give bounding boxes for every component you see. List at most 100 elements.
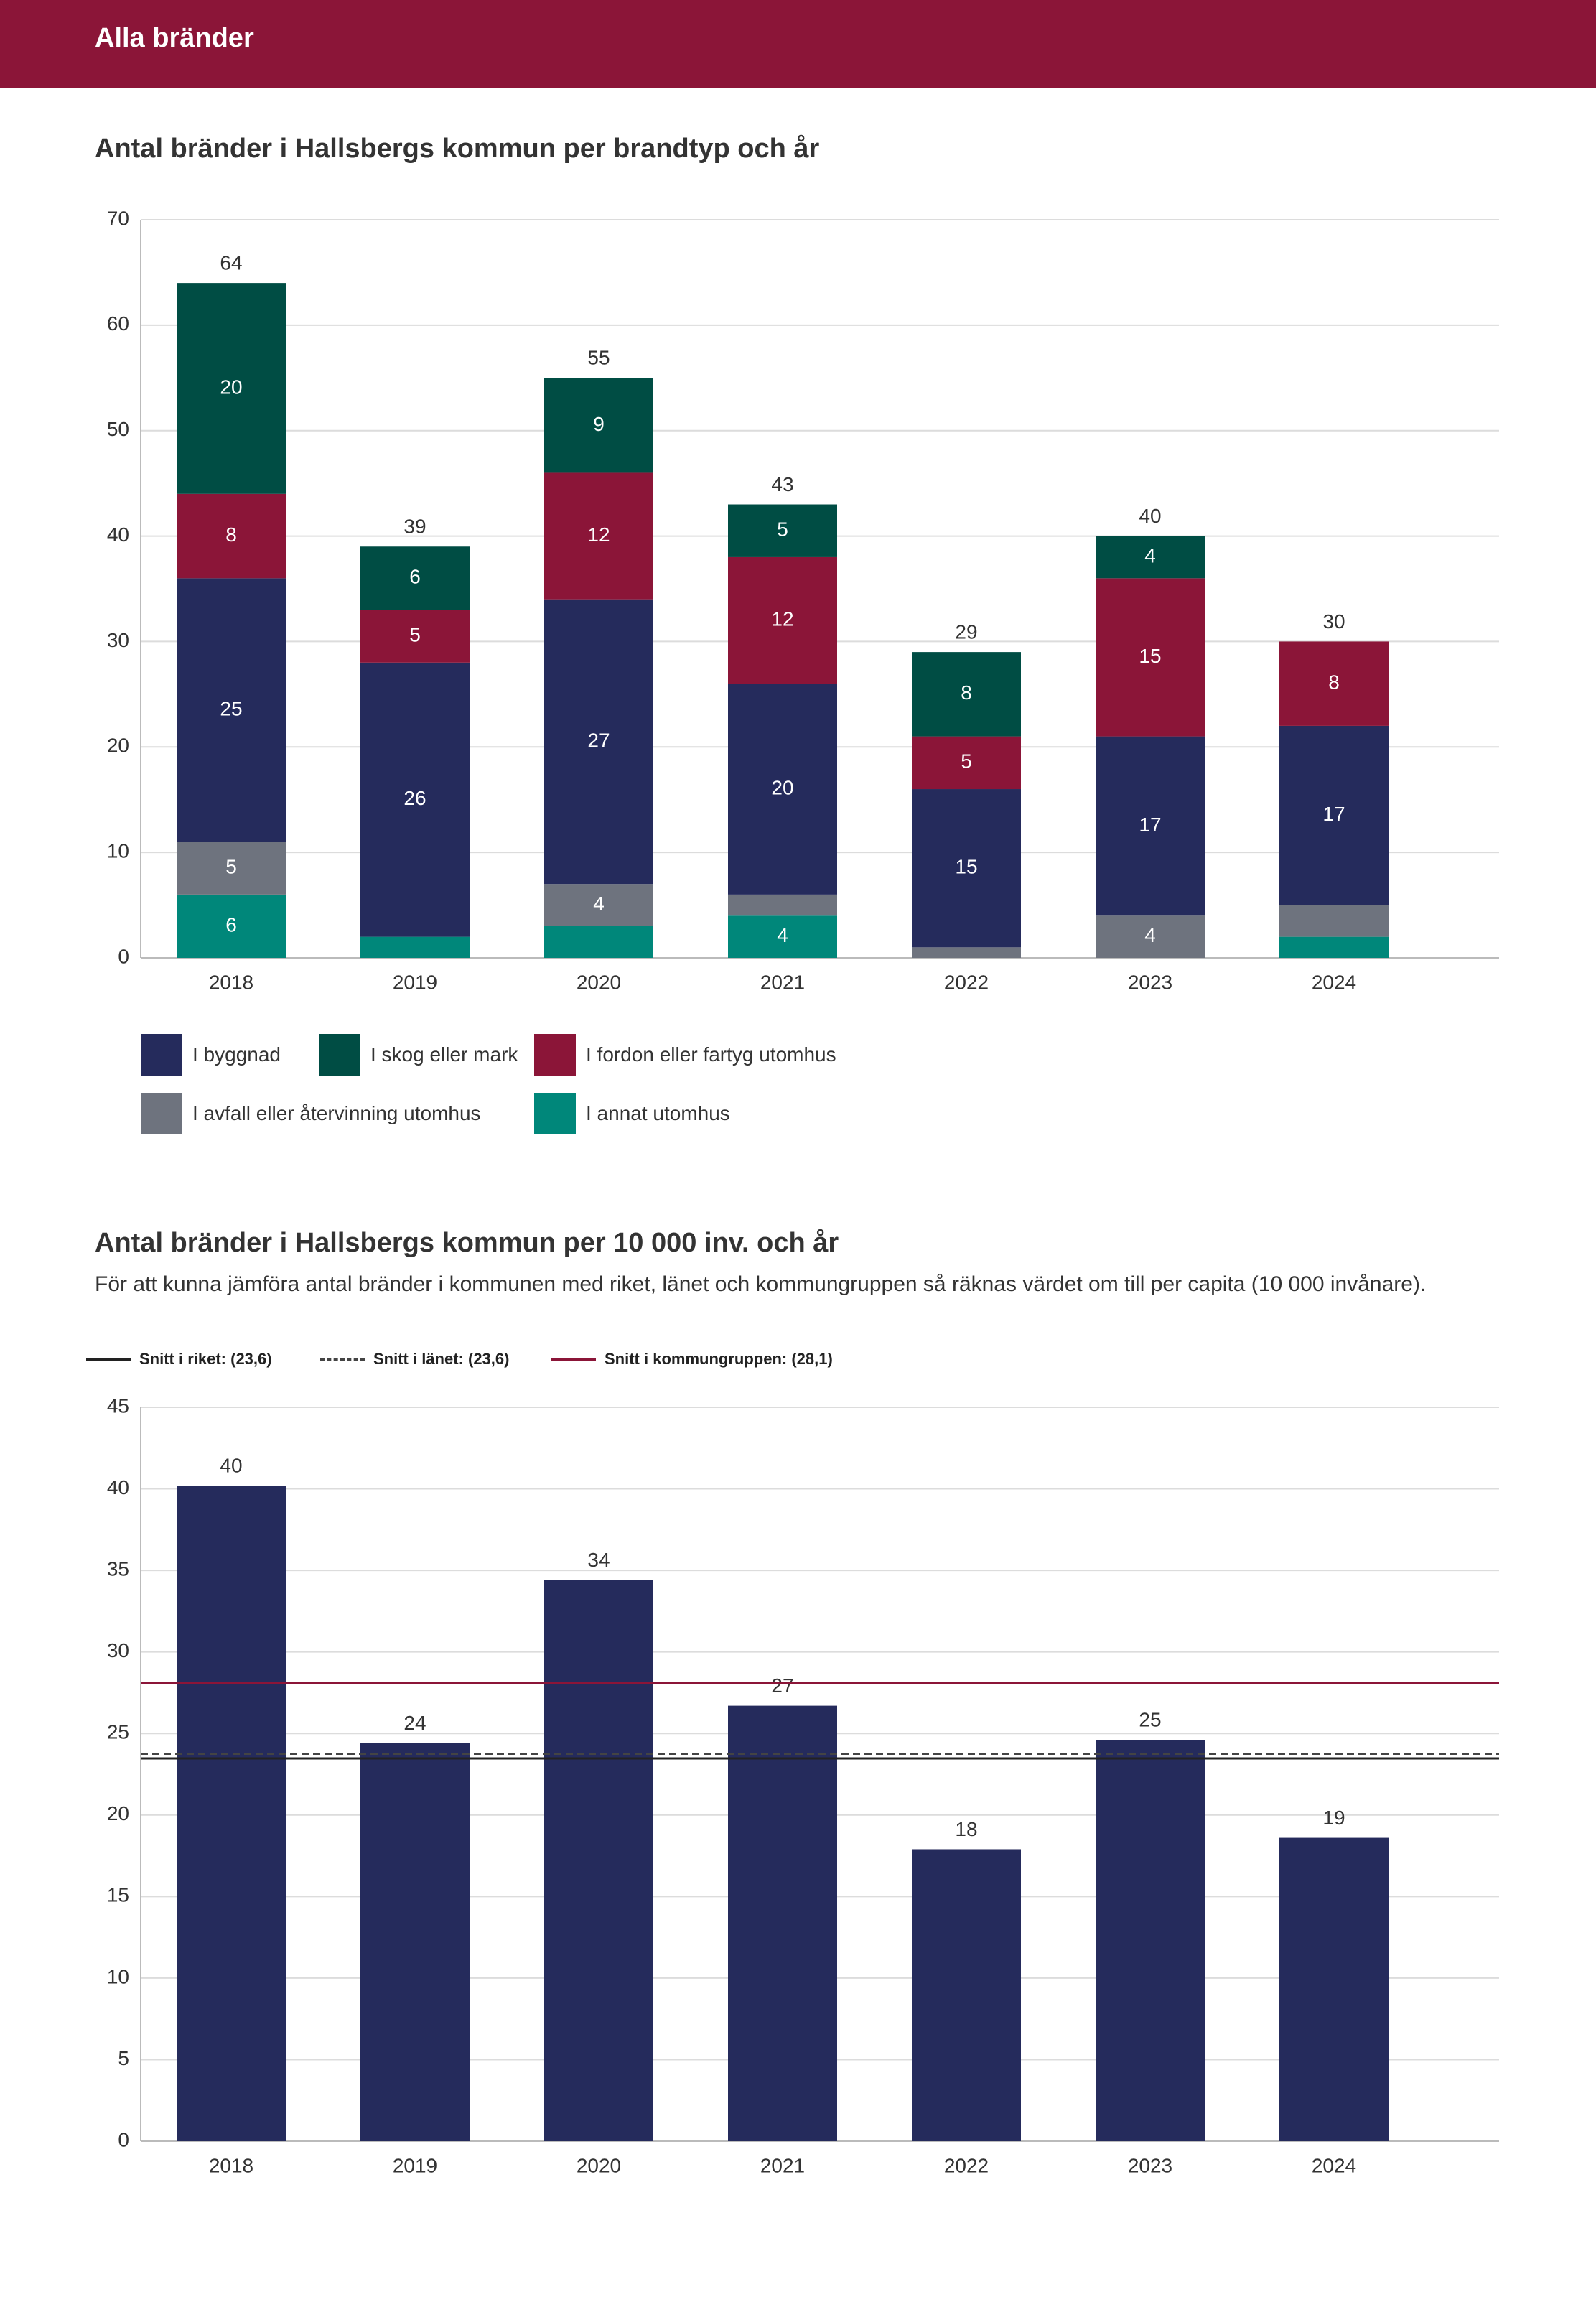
- bar-value-label: 24: [403, 1712, 426, 1734]
- x-tick-label: 2020: [577, 971, 621, 993]
- x-tick-label: 2019: [393, 2154, 437, 2176]
- bar-segment: [912, 736, 1021, 790]
- bar-segment: [544, 599, 653, 885]
- x-tick-label: 2020: [577, 2154, 621, 2176]
- legend-swatch: [534, 1093, 576, 1134]
- x-tick-label: 2023: [1128, 971, 1172, 993]
- bar-total-label: 55: [587, 347, 610, 369]
- bar-segment: [912, 947, 1021, 958]
- segment-value-label: 5: [225, 856, 237, 878]
- segment-value-label: 25: [220, 697, 242, 719]
- bar-segment: [1096, 736, 1205, 916]
- x-tick-label: 2021: [760, 971, 805, 993]
- y-tick-label: 0: [118, 2128, 129, 2150]
- segment-value-label: 20: [771, 776, 793, 798]
- legend-label: I fordon eller fartyg utomhus: [586, 1043, 836, 1066]
- segment-value-label: 4: [593, 892, 605, 915]
- segment-value-label: 4: [777, 924, 788, 946]
- y-tick-label: 35: [107, 1558, 129, 1580]
- segment-value-label: 9: [593, 413, 605, 435]
- y-tick-label: 30: [107, 629, 129, 651]
- y-tick-label: 70: [107, 207, 129, 229]
- legend-label: I annat utomhus: [586, 1102, 730, 1124]
- segment-value-label: 15: [1139, 645, 1161, 667]
- y-tick-label: 15: [107, 1884, 129, 1906]
- bar-total-label: 29: [955, 621, 977, 643]
- reference-legend-item: Snitt i kommungruppen: (28,1): [551, 1350, 833, 1369]
- bar-segment: [1096, 536, 1205, 579]
- bar-segment: [1279, 905, 1389, 937]
- reference-legend-line: [551, 1358, 596, 1361]
- bar-segment: [912, 652, 1021, 737]
- legend-item: I annat utomhus: [534, 1093, 730, 1134]
- legend-label: I avfall eller återvinning utomhus: [192, 1102, 481, 1124]
- bar-segment: [360, 936, 470, 958]
- x-tick-label: 2018: [209, 2154, 253, 2176]
- bar-segment: [1096, 578, 1205, 737]
- chart2-title: Antal bränder i Hallsbergs kommun per 10…: [95, 1228, 839, 1258]
- y-tick-label: 20: [107, 1802, 129, 1824]
- segment-value-label: 27: [587, 729, 610, 751]
- bar-segment: [1279, 725, 1389, 905]
- x-tick-label: 2024: [1312, 2154, 1356, 2176]
- bar-total-label: 43: [771, 473, 793, 495]
- x-tick-label: 2022: [944, 971, 989, 993]
- chart2-subtitle: För att kunna jämföra antal bränder i ko…: [95, 1272, 1427, 1296]
- y-tick-label: 50: [107, 418, 129, 440]
- x-tick-label: 2023: [1128, 2154, 1172, 2176]
- reference-legend-line: [320, 1358, 365, 1361]
- bar-segment: [177, 283, 286, 494]
- segment-value-label: 4: [1144, 544, 1156, 567]
- bar: [1279, 1837, 1389, 2141]
- chart2-reference-legend: Snitt i riket: (23,6) Snitt i länet: (23,…: [86, 1350, 1019, 1379]
- bar-value-label: 18: [955, 1818, 977, 1840]
- segment-value-label: 17: [1139, 814, 1161, 836]
- segment-value-label: 26: [403, 787, 426, 809]
- bar: [360, 1743, 470, 2141]
- reference-legend-item: Snitt i riket: (23,6): [86, 1350, 272, 1369]
- bar-segment: [1279, 641, 1389, 726]
- segment-value-label: 17: [1322, 803, 1345, 825]
- legend-label: I byggnad: [192, 1043, 281, 1066]
- reference-legend-label: Snitt i länet: (23,6): [373, 1350, 510, 1368]
- bar-total-label: 40: [1139, 505, 1161, 527]
- x-tick-label: 2019: [393, 971, 437, 993]
- bar-segment: [360, 662, 470, 937]
- bar: [912, 1849, 1021, 2141]
- legend-item: I fordon eller fartyg utomhus: [534, 1034, 836, 1076]
- x-tick-label: 2021: [760, 2154, 805, 2176]
- segment-value-label: 15: [955, 856, 977, 878]
- bar-total-label: 39: [403, 516, 426, 538]
- segment-value-label: 20: [220, 376, 242, 398]
- bar-value-label: 25: [1139, 1709, 1161, 1731]
- bar-segment: [360, 546, 470, 610]
- bar-segment: [360, 610, 470, 663]
- bar-total-label: 30: [1322, 610, 1345, 633]
- segment-value-label: 8: [225, 523, 237, 546]
- segment-value-label: 5: [961, 750, 972, 773]
- bar-segment: [728, 894, 837, 916]
- chart1-stacked-bar-chart: 0 10 20 30 40 50 60 70 6 5 25 8 20 64 2018 26 5 6 39 2019 4 2…: [107, 207, 1499, 993]
- chart1-title: Antal bränder i Hallsbergs kommun per br…: [95, 134, 820, 164]
- reference-legend-label: Snitt i riket: (23,6): [139, 1350, 272, 1368]
- bar-segment: [177, 578, 286, 842]
- bar-total-label: 64: [220, 252, 242, 274]
- bar-segment: [544, 926, 653, 958]
- legend-swatch: [141, 1034, 182, 1076]
- legend-swatch: [319, 1034, 360, 1076]
- x-tick-label: 2024: [1312, 971, 1356, 993]
- bar-segment: [728, 556, 837, 684]
- segment-value-label: 8: [961, 681, 972, 704]
- bar: [1096, 1740, 1205, 2141]
- header-band: Alla bränder: [0, 0, 1596, 88]
- bar-segment: [177, 842, 286, 895]
- legend-item: I avfall eller återvinning utomhus: [141, 1093, 481, 1134]
- bar-segment: [912, 789, 1021, 948]
- segment-value-label: 12: [587, 523, 610, 546]
- bar-segment: [544, 884, 653, 926]
- reference-legend-label: Snitt i kommungruppen: (28,1): [605, 1350, 833, 1368]
- reference-legend-line: [86, 1358, 131, 1361]
- bar-segment: [544, 378, 653, 473]
- segment-value-label: 5: [777, 518, 788, 541]
- legend-swatch: [534, 1034, 576, 1076]
